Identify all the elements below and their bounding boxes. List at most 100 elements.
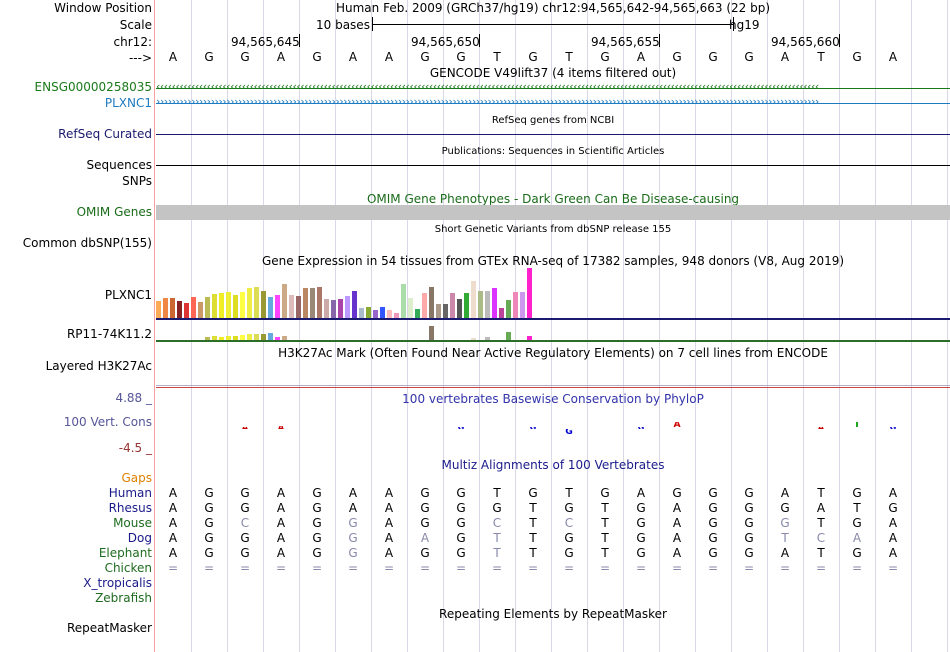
phylop-track-label[interactable]: 100 Vert. Cons [63, 415, 152, 429]
reference-base[interactable]: G [528, 50, 538, 64]
refseq-curated-label[interactable]: RefSeq Curated [58, 127, 152, 141]
gtex-plxnc1-bar[interactable] [359, 308, 365, 318]
chrom-label[interactable]: chr12: [113, 35, 152, 49]
gtex-plxnc1-bar[interactable] [254, 287, 260, 318]
gtex-rp11-bar[interactable] [506, 331, 512, 340]
phylop-logo-letter[interactable]: A [265, 426, 297, 429]
gtex-plxnc1-bar[interactable] [394, 312, 400, 318]
gtex-plxnc1-bar[interactable] [303, 287, 309, 318]
species-label[interactable]: X_tropicalis [83, 576, 152, 590]
gtex-plxnc1-bar[interactable] [247, 288, 253, 318]
gtex-plxnc1-bar[interactable] [464, 292, 470, 318]
gtex-rp11-bar[interactable] [247, 334, 253, 340]
gtex-plxnc1-bar[interactable] [352, 290, 358, 318]
common-dbsnp-label[interactable]: Common dbSNP(155) [22, 236, 152, 250]
gtex-plxnc1-bar[interactable] [506, 300, 512, 318]
reference-base[interactable]: T [817, 50, 825, 64]
reference-base[interactable]: G [204, 50, 214, 64]
gtex-plxnc1-bar[interactable] [408, 298, 414, 318]
gtex-rp11-bar[interactable] [527, 335, 533, 340]
gtex-plxnc1-bar[interactable] [233, 295, 239, 318]
gtex-plxnc1-bar[interactable] [401, 284, 407, 318]
snps-label[interactable]: SNPs [122, 174, 152, 188]
phylop-logo-letter[interactable]: G [445, 427, 477, 429]
reference-base[interactable]: G [708, 50, 718, 64]
reference-base[interactable]: T [565, 50, 573, 64]
gtex-plxnc1-bar[interactable] [198, 301, 204, 318]
gtex-rp11-bar[interactable] [240, 335, 246, 340]
gtex-plxnc1-bar[interactable] [240, 292, 246, 318]
gtex-plxnc1-bar[interactable] [527, 268, 533, 318]
reference-base[interactable]: A [276, 50, 286, 64]
gtex-plxnc1-bar[interactable] [282, 284, 288, 318]
species-label[interactable]: Dog [127, 531, 152, 545]
gtex-plxnc1-bar[interactable] [373, 309, 379, 318]
reference-base[interactable]: A [888, 50, 898, 64]
reference-base[interactable]: G [240, 50, 250, 64]
ensg-gene-line[interactable] [156, 88, 950, 89]
reference-base[interactable]: A [636, 50, 646, 64]
refseq-gene-line[interactable] [156, 134, 950, 135]
phylop-logo-letter[interactable]: A [661, 422, 693, 429]
gtex-rp11-bar[interactable] [471, 337, 477, 340]
species-label[interactable]: Mouse [113, 516, 152, 530]
gtex-plxnc1-bar[interactable] [450, 293, 456, 318]
reference-base[interactable]: G [312, 50, 322, 64]
gtex-plxnc1-bar[interactable] [261, 291, 267, 318]
species-label[interactable]: Rhesus [108, 501, 152, 515]
gtex-plxnc1-bar[interactable] [380, 306, 386, 318]
gtex-plxnc1-bar[interactable] [289, 295, 295, 318]
phylop-logo-letter[interactable]: G [877, 427, 909, 429]
gtex-plxnc1-bar[interactable] [184, 303, 190, 318]
plxnc1-gene-line[interactable] [156, 103, 950, 104]
omim-title[interactable]: OMIM Gene Phenotypes - Dark Green Can Be… [366, 192, 740, 206]
reference-base[interactable]: G [672, 50, 682, 64]
gtex-plxnc1-bar[interactable] [492, 287, 498, 318]
gaps-label[interactable]: Gaps [121, 471, 152, 485]
dbsnp-title[interactable]: Short Genetic Variants from dbSNP releas… [434, 224, 672, 235]
gtex-plxnc1-bar[interactable] [471, 281, 477, 318]
gtex-plxnc1-bar[interactable] [170, 298, 176, 318]
omim-genes-label[interactable]: OMIM Genes [76, 205, 152, 219]
gtex-rp11-bar[interactable] [268, 333, 274, 340]
gtex-plxnc1-bar[interactable] [513, 291, 519, 318]
gtex-plxnc1-bar[interactable] [324, 299, 330, 318]
gtex-plxnc1-bar[interactable] [331, 299, 337, 318]
reference-base[interactable]: G [456, 50, 466, 64]
gtex-rp11-bar[interactable] [429, 326, 435, 340]
gtex-plxnc1-bar[interactable] [485, 290, 491, 318]
gtex-plxnc1-bar[interactable] [163, 298, 169, 318]
phylop-logo-letter[interactable]: G [553, 429, 585, 436]
gtex-plxnc1-bar[interactable] [191, 296, 197, 318]
gtex-plxnc1-bar[interactable] [226, 292, 232, 318]
reference-base[interactable]: A [168, 50, 178, 64]
gtex-title[interactable]: Gene Expression in 54 tissues from GTEx … [261, 254, 845, 268]
phylop-logo-letter[interactable]: G [625, 427, 657, 429]
gtex-plxnc1-bar[interactable] [212, 294, 218, 318]
gene-label-plxnc1[interactable]: PLXNC1 [104, 96, 152, 110]
sequences-label[interactable]: Sequences [86, 158, 152, 172]
reference-base[interactable]: T [493, 50, 501, 64]
reference-base[interactable]: A [348, 50, 358, 64]
repeatmasker-title[interactable]: Repeating Elements by RepeatMasker [439, 607, 667, 621]
gtex-plxnc1-bar[interactable] [429, 286, 435, 318]
gtex-plxnc1-bar[interactable] [436, 304, 442, 318]
gtex-plxnc1-bar[interactable] [310, 288, 316, 318]
strand-arrow-label[interactable]: ---> [128, 51, 152, 65]
window-position-label[interactable]: Window Position [54, 1, 152, 15]
gtex-rp11-bar[interactable] [282, 335, 288, 340]
species-label[interactable]: Chicken [104, 561, 152, 575]
gtex-plxnc1-bar[interactable] [268, 296, 274, 318]
scale-label[interactable]: Scale [119, 18, 152, 32]
species-label[interactable]: Elephant [98, 546, 152, 560]
gtex-plxnc1-bar[interactable] [366, 306, 372, 318]
omim-feature-bar[interactable] [156, 205, 950, 220]
reference-base[interactable]: G [420, 50, 430, 64]
publications-title[interactable]: Publications: Sequences in Scientific Ar… [441, 146, 665, 157]
gtex-plxnc1-bar[interactable] [296, 296, 302, 318]
species-label[interactable]: Human [108, 486, 152, 500]
phylop-logo-letter[interactable]: A [229, 427, 261, 429]
gtex-rp11-bar[interactable] [212, 335, 218, 340]
gtex-plxnc1-bar[interactable] [177, 301, 183, 318]
